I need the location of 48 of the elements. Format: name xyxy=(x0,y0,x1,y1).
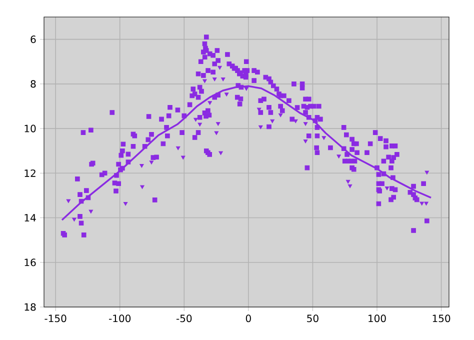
point xyxy=(218,66,222,70)
point xyxy=(202,79,207,83)
point xyxy=(208,101,212,105)
x-tick-label: -50 xyxy=(176,314,192,322)
point xyxy=(424,170,430,174)
x-tick-label: -150 xyxy=(44,314,66,322)
point xyxy=(244,87,248,91)
point xyxy=(278,113,283,118)
point xyxy=(181,156,186,160)
y-tick-label: 14 xyxy=(24,214,36,222)
y-tick-label: 18 xyxy=(24,303,36,311)
point xyxy=(66,199,71,203)
point xyxy=(218,151,223,156)
y-tick-label: 6 xyxy=(30,36,36,44)
x-tick-label: -100 xyxy=(108,314,131,322)
y-tick-label: 10 xyxy=(24,124,36,132)
point xyxy=(198,122,202,126)
point xyxy=(140,185,144,189)
point xyxy=(220,77,226,82)
point xyxy=(336,154,341,158)
point xyxy=(140,164,144,168)
y-tick-label: 16 xyxy=(24,258,36,266)
point xyxy=(258,125,263,130)
y-tick-label: 8 xyxy=(30,80,36,88)
x-tick-label: 0 xyxy=(246,314,251,322)
point xyxy=(123,202,128,206)
point xyxy=(424,202,428,206)
point xyxy=(270,119,274,124)
point xyxy=(303,122,308,126)
point xyxy=(224,92,229,96)
point xyxy=(322,136,326,140)
x-tick-label: 100 xyxy=(368,314,386,322)
x-tick-label: 50 xyxy=(307,314,318,322)
point xyxy=(420,202,424,206)
point xyxy=(216,122,220,126)
point xyxy=(72,218,76,222)
point xyxy=(303,139,308,144)
point xyxy=(88,210,94,214)
point xyxy=(214,131,219,135)
y-tick-label: 12 xyxy=(24,169,36,177)
point xyxy=(348,184,352,188)
point xyxy=(346,180,350,184)
point xyxy=(176,146,180,150)
point xyxy=(212,77,217,82)
point xyxy=(149,160,154,164)
x-tick-label: 150 xyxy=(432,314,450,322)
point xyxy=(384,186,390,190)
point xyxy=(194,118,198,122)
